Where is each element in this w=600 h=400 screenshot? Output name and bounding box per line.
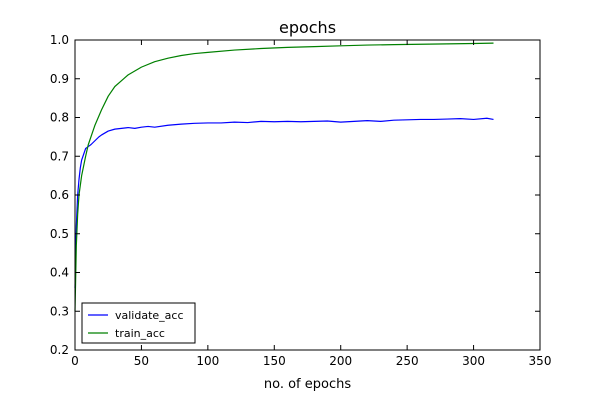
x-tick-label: 100 bbox=[196, 354, 219, 368]
y-tick-label: 1.0 bbox=[50, 33, 69, 47]
series-layer bbox=[74, 42, 494, 312]
y-tick-label: 0.6 bbox=[50, 188, 69, 202]
x-tick-label: 350 bbox=[529, 354, 552, 368]
x-axis-label: no. of epochs bbox=[264, 377, 351, 392]
y-tick-label: 0.4 bbox=[50, 266, 69, 280]
x-tick-label: 50 bbox=[134, 354, 149, 368]
legend: validate_acc train_acc bbox=[81, 302, 196, 344]
y-tick-label: 0.9 bbox=[50, 72, 69, 86]
legend-box bbox=[81, 302, 196, 344]
x-tick-label: 250 bbox=[396, 354, 419, 368]
x-tick-label: 150 bbox=[263, 354, 286, 368]
y-tick-label: 0.5 bbox=[50, 227, 69, 241]
x-tick-label: 300 bbox=[462, 354, 485, 368]
x-tick-label: 0 bbox=[71, 354, 79, 368]
legend-label-validate: validate_acc bbox=[115, 309, 184, 322]
ticks-layer: 0 50 100 150 200 250 300 350 0.2 0.3 0.4 0.5 0.6 0.7 0… bbox=[50, 33, 552, 368]
series-line-train-acc bbox=[74, 42, 494, 312]
legend-label-train: train_acc bbox=[115, 327, 165, 340]
y-tick-label: 0.7 bbox=[50, 149, 69, 163]
y-tick-label: 0.8 bbox=[50, 111, 69, 125]
chart-title: epochs bbox=[279, 18, 336, 37]
y-tick-label: 0.2 bbox=[50, 343, 69, 357]
series-line-validate-acc bbox=[74, 117, 494, 289]
x-tick-label: 200 bbox=[329, 354, 352, 368]
y-tick-label: 0.3 bbox=[50, 304, 69, 318]
plot-area bbox=[75, 40, 540, 350]
